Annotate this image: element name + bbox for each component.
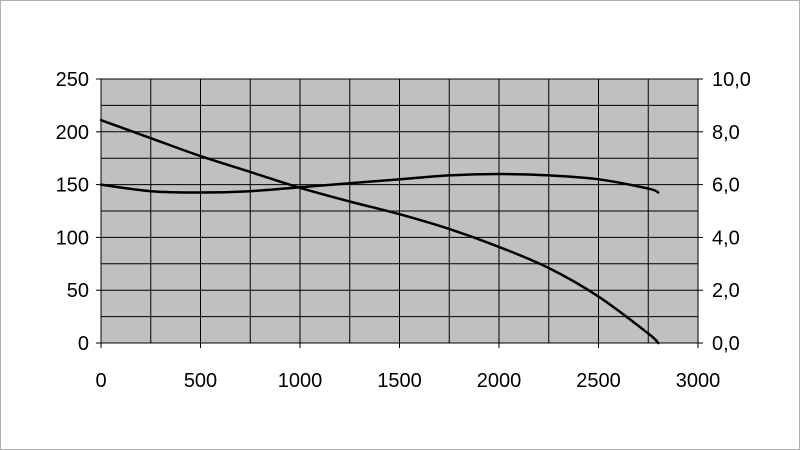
x-tick-label: 500 — [184, 370, 217, 392]
x-tick-label: 1500 — [377, 370, 422, 392]
x-tick-label: 2000 — [477, 370, 522, 392]
y-tick-label: 250 — [56, 69, 89, 91]
y-tick-label: 200 — [56, 122, 89, 144]
x-tick-label: 3000 — [676, 370, 721, 392]
y-tick-label: 150 — [56, 175, 89, 197]
y2-tick-label: 4,0 — [712, 227, 740, 249]
x-tick-label: 1000 — [278, 370, 323, 392]
y2-tick-label: 6,0 — [712, 175, 740, 197]
y-tick-label: 100 — [56, 227, 89, 249]
y2-tick-label: 8,0 — [712, 122, 740, 144]
y-tick-label: 50 — [67, 280, 89, 302]
x-tick-label: 2500 — [576, 370, 621, 392]
series-line-right-axis — [99, 172, 660, 194]
x-tick-label: 0 — [95, 370, 106, 392]
tick-labels: 0 500 1000 1500 2000 2500 3000 0 50 100 150 200 250 0… — [56, 69, 751, 392]
y2-tick-label: 0,0 — [712, 333, 740, 355]
y-tick-label: 0 — [78, 333, 89, 355]
series-lines — [99, 118, 660, 345]
y2-tick-label: 2,0 — [712, 280, 740, 302]
y2-tick-label: 10,0 — [712, 69, 751, 91]
series-line-left-axis — [99, 118, 660, 345]
